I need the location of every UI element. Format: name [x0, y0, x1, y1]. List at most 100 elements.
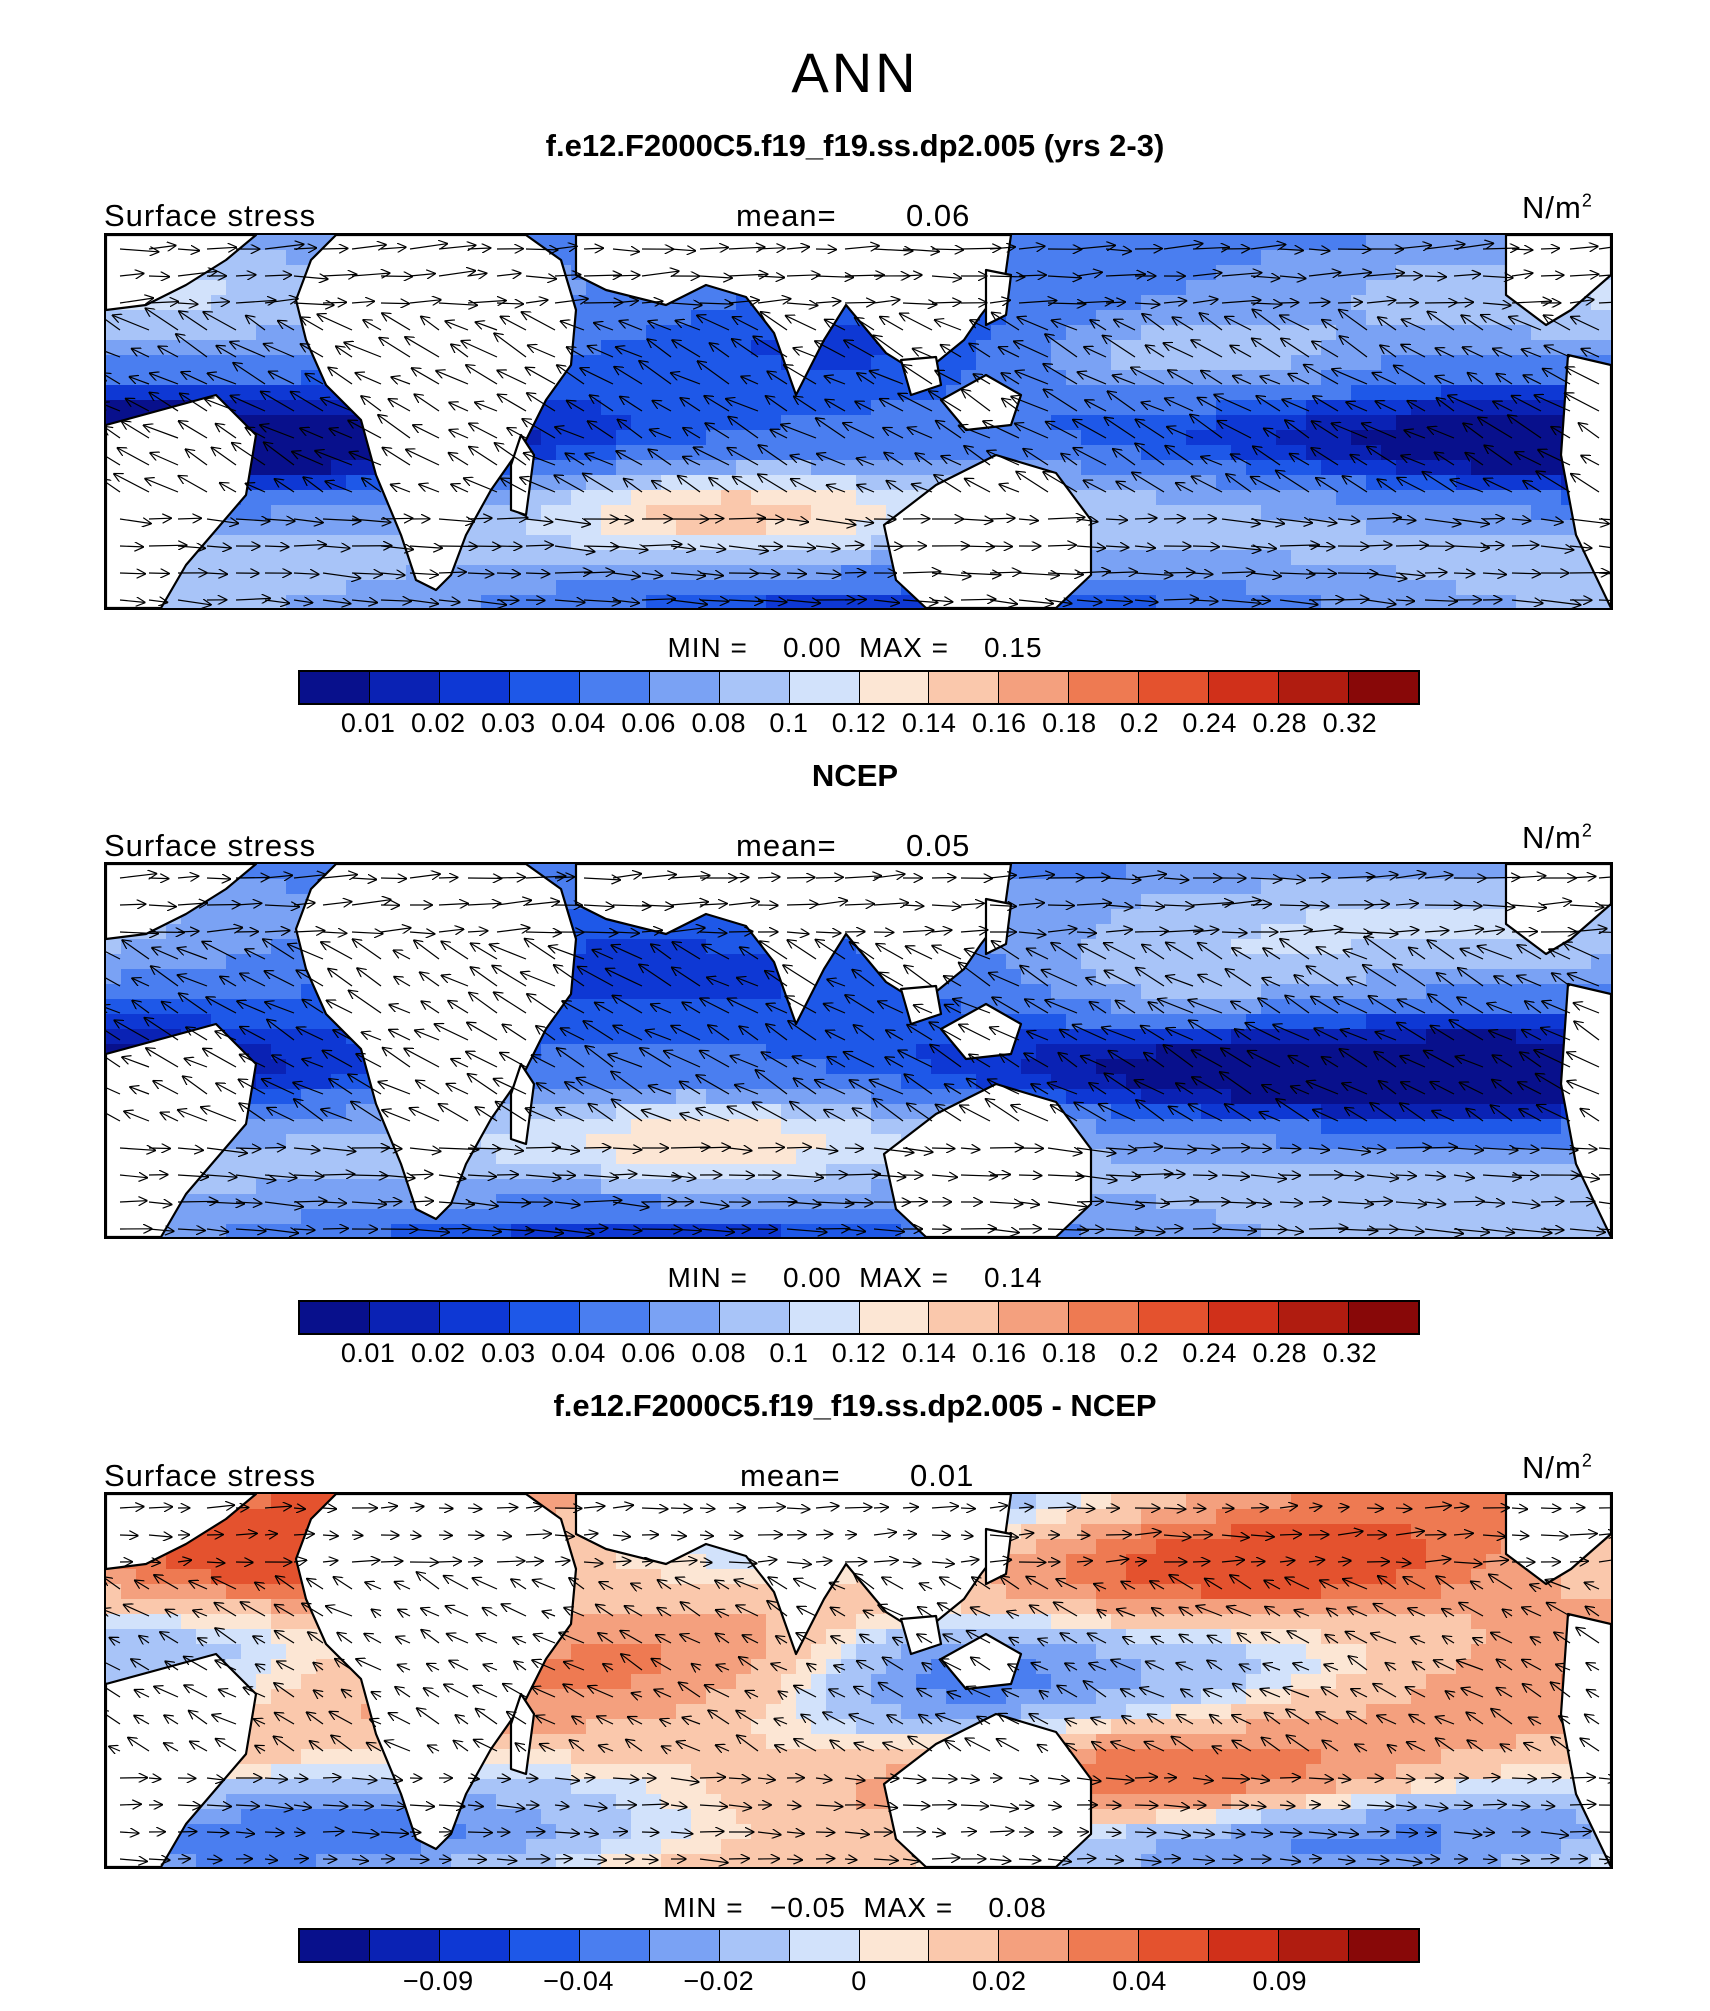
colorbar-swatch	[579, 1930, 650, 1961]
colorbar-swatch	[509, 1930, 580, 1961]
stress-vectors	[106, 243, 1611, 605]
units-label: N/m2	[1522, 1450, 1593, 1485]
colorbar-tick-label: 0.16	[971, 708, 1027, 738]
colorbar-swatch	[999, 1302, 1070, 1333]
colorbar-swatch	[1209, 672, 1280, 703]
colorbar-swatch	[719, 1930, 790, 1961]
colorbar-swatch	[300, 672, 370, 703]
colorbar-swatch	[369, 672, 440, 703]
colorbar-tick-label: 0.01	[340, 708, 396, 738]
colorbar-swatch	[929, 672, 1000, 703]
colorbar	[298, 1300, 1420, 1335]
panel-variable-label: Surface stress	[104, 828, 317, 863]
colorbar-tick-label: 0.16	[971, 1338, 1027, 1368]
colorbar-tick-label: 0.14	[901, 708, 957, 738]
colorbar-swatch	[789, 1302, 860, 1333]
colorbar-swatch	[300, 1302, 370, 1333]
page-title: ANN	[791, 41, 919, 104]
colorbar-swatch	[1279, 1302, 1350, 1333]
colorbar-tick-label: 0.12	[831, 1338, 887, 1368]
colorbar-tick-label: 0.09	[1252, 1966, 1308, 1996]
colorbar-swatch	[1209, 1930, 1280, 1961]
colorbar-tick-label: 0.03	[481, 1338, 536, 1368]
panel-title-model: f.e12.F2000C5.f19_f19.ss.dp2.005 (yrs 2-…	[545, 128, 1165, 163]
colorbar-tick-labels: 0.01 0.02 0.03 0.04 0.06 0.08 0.1 0.12 0.14 0.16 0…	[298, 708, 1420, 742]
colorbar-swatch	[859, 672, 930, 703]
colorbar-tick-label: 0.2	[1119, 708, 1160, 738]
colorbar-tick-label: 0.06	[621, 1338, 676, 1368]
stress-vectors	[106, 1505, 1611, 1863]
panel-variable-label: Surface stress	[104, 1458, 317, 1493]
panel-title-difference: f.e12.F2000C5.f19_f19.ss.dp2.005 - NCEP	[553, 1388, 1157, 1423]
colorbar-swatch	[1349, 1930, 1418, 1961]
colorbar-tick-label: 0.24	[1182, 708, 1237, 738]
colorbar-swatch	[789, 1930, 860, 1961]
mean-label: mean=	[736, 198, 837, 233]
colorbar-tick-label: 0.08	[691, 1338, 747, 1368]
colorbar-tick-label: 0.32	[1322, 708, 1378, 738]
colorbar-swatch	[1139, 672, 1210, 703]
map-canvas	[106, 864, 1611, 1237]
colorbar-swatch	[1209, 1302, 1280, 1333]
colorbar-tick-label: 0.28	[1252, 708, 1308, 738]
colorbar-swatch	[719, 672, 790, 703]
colorbar-swatch	[1069, 1302, 1140, 1333]
colorbar-tick-label: 0.08	[691, 708, 747, 738]
colorbar-swatch	[1139, 1302, 1210, 1333]
panel-title-ncep: NCEP	[811, 758, 899, 793]
colorbar-swatch	[509, 672, 580, 703]
colorbar-swatch	[369, 1302, 440, 1333]
colorbar-swatch	[579, 1302, 650, 1333]
colorbar-swatch	[1349, 1302, 1418, 1333]
colorbar-tick-label: 0.04	[551, 708, 606, 738]
units-label: N/m2	[1522, 190, 1593, 225]
colorbar	[298, 1928, 1420, 1963]
colorbar-swatch	[439, 1930, 510, 1961]
colorbar-tick-label: 0.32	[1322, 1338, 1378, 1368]
mean-value: 0.06	[906, 198, 971, 233]
min-max-readout: MIN = 0.00 MAX = 0.15	[667, 632, 1043, 663]
colorbar-swatch	[439, 1302, 510, 1333]
colorbar-tick-label: 0.28	[1252, 1338, 1308, 1368]
colorbar-swatch	[579, 672, 650, 703]
colorbar-tick-label: 0.24	[1182, 1338, 1237, 1368]
colorbar-swatch	[369, 1930, 440, 1961]
colorbar-swatch	[1349, 672, 1418, 703]
map-canvas	[106, 235, 1611, 608]
colorbar-swatch	[649, 1930, 720, 1961]
colorbar-swatch	[439, 672, 510, 703]
mean-value: 0.01	[910, 1458, 975, 1493]
colorbar-tick-label: 0.04	[1112, 1966, 1167, 1996]
mean-label: mean=	[736, 828, 837, 863]
colorbar-tick-label: 0.14	[901, 1338, 957, 1368]
colorbar-tick-label: −0.02	[683, 1966, 755, 1996]
colorbar-tick-label: −0.09	[402, 1966, 474, 1996]
colorbar-swatch	[859, 1302, 930, 1333]
colorbar-swatch	[1069, 1930, 1140, 1961]
colorbar-swatch	[789, 672, 860, 703]
colorbar-tick-label: 0.2	[1119, 1338, 1160, 1368]
colorbar-tick-labels: −0.09 −0.04 −0.02 0 0.02 0.04 0.09	[298, 1966, 1420, 2000]
colorbar-swatch	[649, 1302, 720, 1333]
mean-value: 0.05	[906, 828, 971, 863]
colorbar-tick-label: 0.01	[340, 1338, 396, 1368]
colorbar-swatch	[509, 1302, 580, 1333]
colorbar-swatch	[999, 1930, 1070, 1961]
colorbar-tick-label: 0.18	[1042, 708, 1097, 738]
colorbar-swatch	[1279, 1930, 1350, 1961]
colorbar-tick-label: 0.03	[481, 708, 536, 738]
colorbar-tick-label: 0	[851, 1966, 867, 1996]
colorbar-tick-label: 0.12	[831, 708, 887, 738]
colorbar-swatch	[719, 1302, 790, 1333]
colorbar-tick-label: 0.02	[971, 1966, 1027, 1996]
colorbar-swatch	[649, 672, 720, 703]
surface-stress-map-model	[104, 233, 1613, 610]
colorbar-tick-label: 0.02	[410, 708, 466, 738]
colorbar-swatch	[1069, 672, 1140, 703]
colorbar-swatch	[859, 1930, 930, 1961]
colorbar-tick-label: 0.06	[621, 708, 676, 738]
colorbar-swatch	[929, 1930, 1000, 1961]
colorbar-tick-label: 0.02	[410, 1338, 466, 1368]
colorbar-tick-label: 0.04	[551, 1338, 606, 1368]
units-label: N/m2	[1522, 820, 1593, 855]
